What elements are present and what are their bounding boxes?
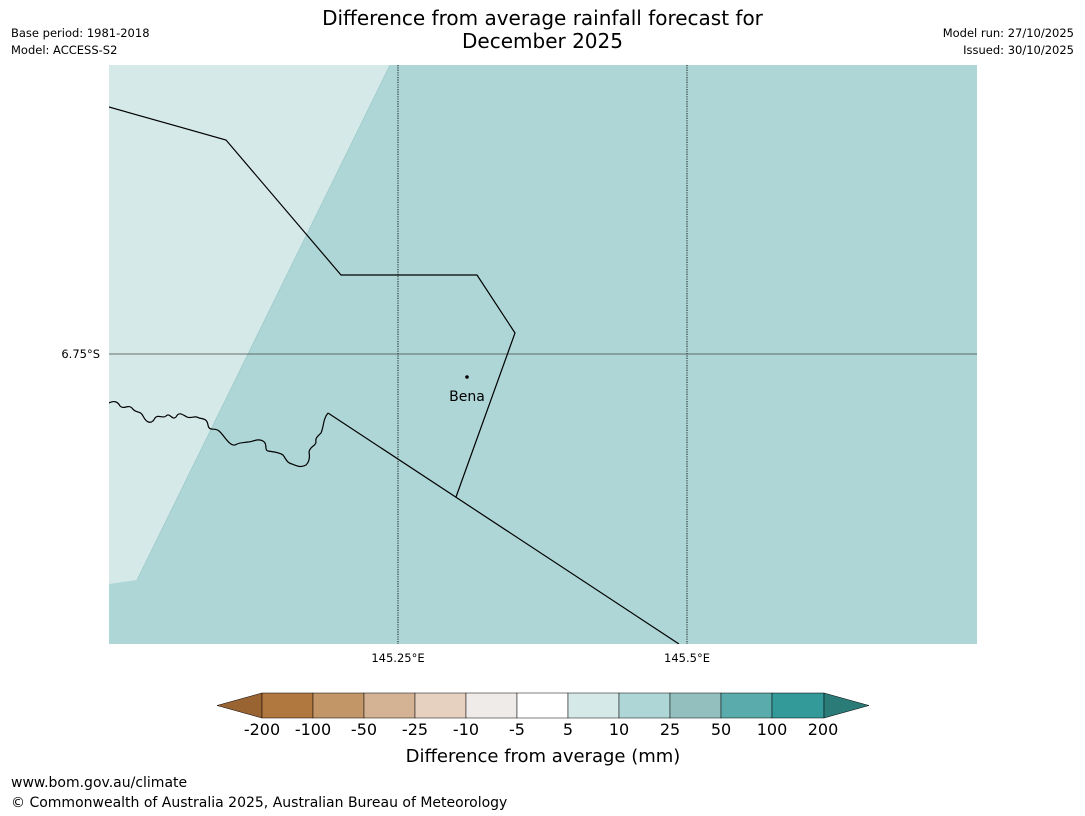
colorbar-segment bbox=[618, 692, 671, 719]
colorbar-segment bbox=[261, 692, 314, 719]
meta-left: Base period: 1981-2018 Model: ACCESS-S2 bbox=[11, 25, 150, 59]
colorbar-segment bbox=[720, 692, 773, 719]
colorbar-segment bbox=[771, 692, 825, 719]
colorbar-tick-label: -10 bbox=[453, 720, 479, 739]
colorbar-segment bbox=[669, 692, 722, 719]
colorbar-tick-label: 100 bbox=[757, 720, 788, 739]
model-text: Model: ACCESS-S2 bbox=[11, 43, 118, 57]
title-line-2: December 2025 bbox=[462, 29, 623, 53]
issued-text: Issued: 30/10/2025 bbox=[963, 43, 1074, 57]
colorbar-tick-label: 25 bbox=[660, 720, 680, 739]
colorbar-segment bbox=[312, 692, 365, 719]
bena-location-dot bbox=[465, 375, 469, 379]
colorbar-tick-label: -100 bbox=[295, 720, 331, 739]
latitude-tick-label: 6.75°S bbox=[61, 347, 100, 361]
colorbar-tick-label: -5 bbox=[509, 720, 525, 739]
base-period-text: Base period: 1981-2018 bbox=[11, 26, 150, 40]
colorbar-segment bbox=[567, 692, 620, 719]
colorbar-extend-low-arrow bbox=[216, 692, 263, 719]
colorbar-segment bbox=[414, 692, 467, 719]
footer-copyright: © Commonwealth of Australia 2025, Austra… bbox=[11, 795, 508, 811]
region-edge-line bbox=[136, 65, 391, 581]
colorbar: -200 -100 -50 -25 -10 -5 5 10 25 50 100 … bbox=[216, 692, 870, 767]
province-boundary-line bbox=[109, 106, 516, 498]
colorbar-tick-label: -200 bbox=[244, 720, 280, 739]
colorbar-tick-label: 50 bbox=[711, 720, 731, 739]
model-run-text: Model run: 27/10/2025 bbox=[942, 26, 1074, 40]
province-boundary-line-south bbox=[327, 412, 680, 644]
longitude-tick-label-2: 145.5°E bbox=[664, 651, 710, 665]
coastline-river-line bbox=[109, 400, 329, 468]
bena-place-label: Bena bbox=[449, 389, 485, 405]
colorbar-segment bbox=[465, 692, 518, 719]
colorbar-extend-high-arrow bbox=[823, 692, 870, 719]
colorbar-tick-label: -25 bbox=[402, 720, 428, 739]
title-line-1: Difference from average rainfall forecas… bbox=[322, 6, 763, 30]
map-area: Bena bbox=[109, 65, 977, 644]
footer-url: www.bom.gov.au/climate bbox=[11, 775, 188, 791]
colorbar-title: Difference from average (mm) bbox=[406, 746, 681, 767]
colorbar-segment bbox=[516, 692, 569, 719]
colorbar-tick-label: 5 bbox=[563, 720, 573, 739]
colorbar-tick-label: 200 bbox=[808, 720, 839, 739]
colorbar-tick-label: 10 bbox=[609, 720, 629, 739]
colorbar-segment bbox=[363, 692, 416, 719]
lighter-forecast-region bbox=[109, 65, 390, 584]
meta-right: Model run: 27/10/2025 Issued: 30/10/2025 bbox=[943, 25, 1074, 59]
longitude-tick-label-1: 145.25°E bbox=[371, 651, 424, 665]
colorbar-tick-label: -50 bbox=[351, 720, 377, 739]
chart-title: Difference from average rainfall forecas… bbox=[0, 7, 1085, 53]
